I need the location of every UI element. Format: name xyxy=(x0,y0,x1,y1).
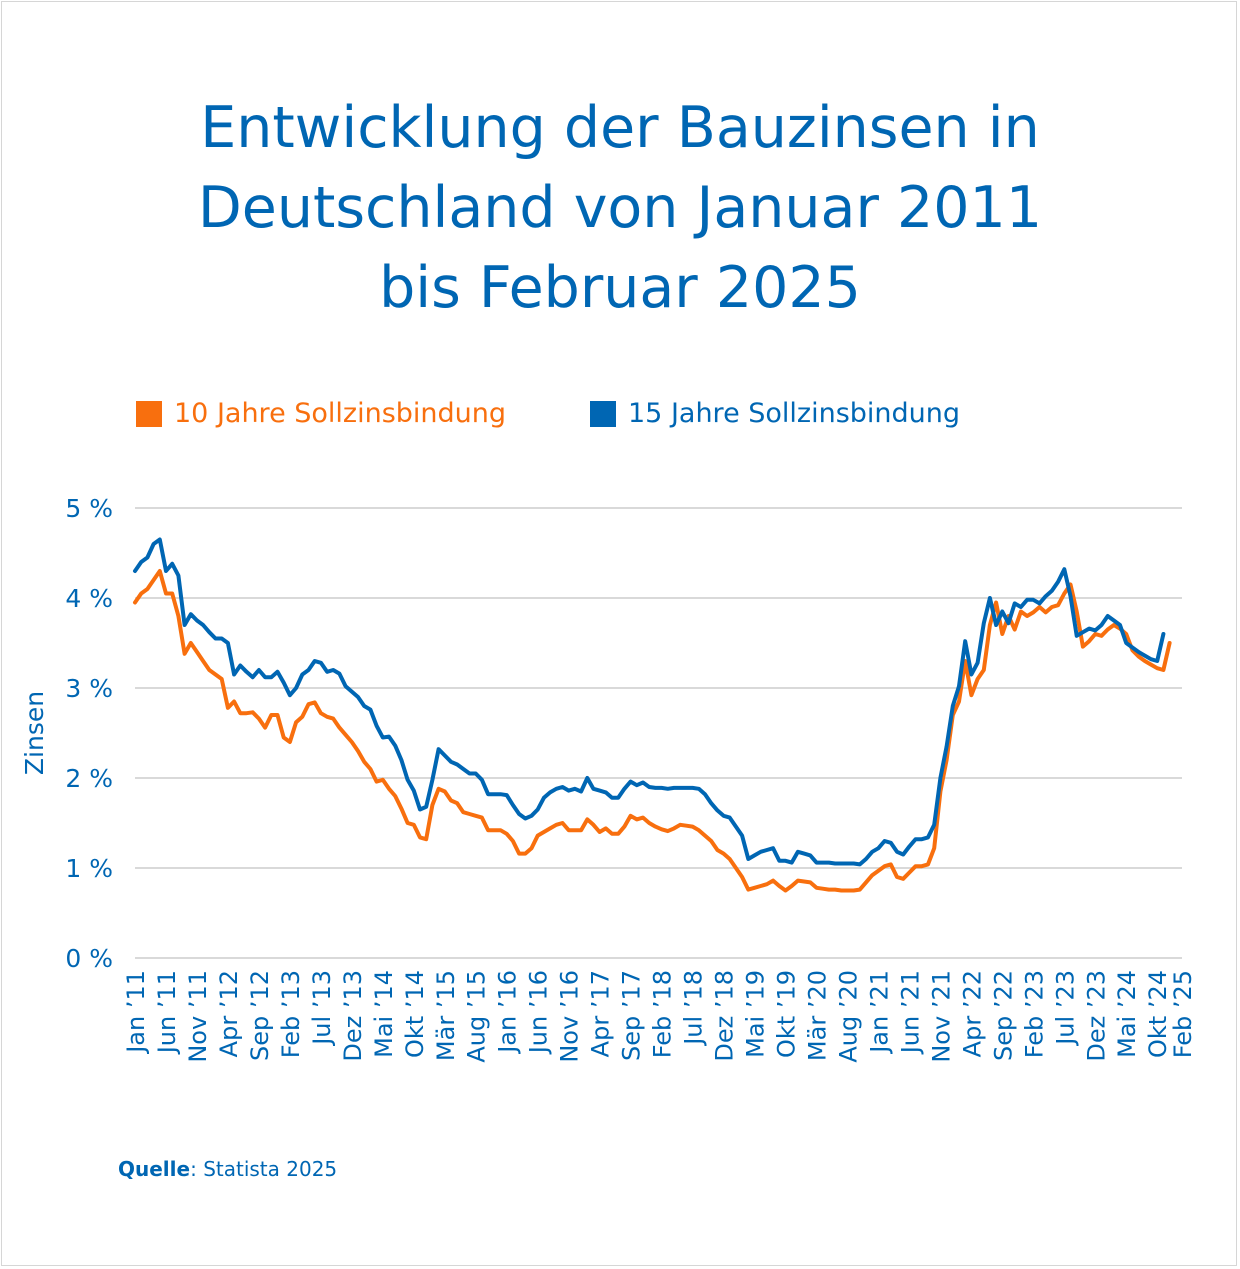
x-tick-label: Jan ’11 xyxy=(122,970,150,1055)
chart-title: Entwicklung der Bauzinsen in Deutschland… xyxy=(0,88,1240,328)
y-tick-label: 0 % xyxy=(65,944,113,973)
x-tick-label: Apr ’17 xyxy=(587,970,615,1057)
x-tick-label: Aug ’15 xyxy=(463,970,491,1063)
x-tick-label: Apr ’12 xyxy=(215,970,243,1057)
x-tick-label: Jun ’11 xyxy=(153,970,181,1055)
x-tick-label: Apr ’22 xyxy=(958,970,986,1057)
x-tick-label: Mai ’14 xyxy=(370,970,398,1058)
source-note: Quelle: Statista 2025 xyxy=(118,1157,337,1181)
x-tick-label: Jun ’16 xyxy=(525,970,553,1055)
x-tick-label: Dez ’18 xyxy=(711,970,739,1062)
x-tick-label: Sep ’12 xyxy=(246,970,274,1061)
x-tick-label: Jan ’16 xyxy=(494,970,522,1055)
legend-item-15-jahre: 15 Jahre Sollzinsbindung xyxy=(590,396,960,432)
title-line-2: Deutschland von Januar 2011 xyxy=(197,175,1043,241)
legend: 10 Jahre Sollzinsbindung 15 Jahre Sollzi… xyxy=(0,396,1240,432)
x-tick-label: Feb ’13 xyxy=(277,970,305,1058)
legend-label-15-jahre: 15 Jahre Sollzinsbindung xyxy=(628,398,961,429)
source-label: Quelle xyxy=(118,1157,191,1181)
x-tick-label: Feb ’25 xyxy=(1169,970,1197,1058)
x-tick-label: Mai ’19 xyxy=(742,970,770,1058)
x-tick-label: Jan ’21 xyxy=(865,970,893,1055)
x-tick-label: Feb ’18 xyxy=(649,970,677,1058)
x-tick-label: Jul ’18 xyxy=(680,970,708,1047)
legend-label-10-jahre: 10 Jahre Sollzinsbindung xyxy=(174,398,507,429)
title-line-3: bis Februar 2025 xyxy=(379,255,861,321)
legend-swatch-orange xyxy=(136,401,162,427)
x-tick-label: Feb ’23 xyxy=(1020,970,1048,1058)
x-tick-label: Dez ’23 xyxy=(1082,970,1110,1062)
y-tick-label: 1 % xyxy=(65,854,113,883)
x-tick-label: Mai ’24 xyxy=(1113,970,1141,1058)
x-tick-label: Mär ’15 xyxy=(432,970,460,1061)
source-text: : Statista 2025 xyxy=(190,1157,338,1181)
legend-item-10-jahre: 10 Jahre Sollzinsbindung xyxy=(136,396,506,432)
series-line-10-jahre xyxy=(133,569,1172,893)
y-tick-label: 5 % xyxy=(65,494,113,523)
x-tick-label: Sep ’22 xyxy=(989,970,1017,1061)
x-tick-label: Nov ’11 xyxy=(184,970,212,1063)
x-tick-label: Nov ’16 xyxy=(556,970,584,1063)
x-tick-label: Dez ’13 xyxy=(339,970,367,1062)
series-line-15-jahre xyxy=(133,537,1166,867)
y-tick-label: 3 % xyxy=(65,674,113,703)
x-tick-label: Jul ’23 xyxy=(1051,970,1079,1047)
x-tick-label: Sep ’17 xyxy=(618,970,646,1061)
x-tick-label: Okt ’14 xyxy=(401,970,429,1058)
title-line-1: Entwicklung der Bauzinsen in xyxy=(200,95,1040,161)
x-tick-label: Aug ’20 xyxy=(834,970,862,1063)
x-tick-label: Okt ’24 xyxy=(1144,970,1172,1058)
legend-swatch-blue xyxy=(590,401,616,427)
y-axis-label: Zinsen xyxy=(20,691,49,775)
y-tick-label: 2 % xyxy=(65,764,113,793)
x-tick-label: Mär ’20 xyxy=(803,970,831,1061)
x-tick-label: Jun ’21 xyxy=(896,970,924,1055)
x-tick-label: Nov ’21 xyxy=(927,970,955,1063)
x-tick-label: Okt ’19 xyxy=(773,970,801,1058)
x-tick-label: Jul ’13 xyxy=(308,970,336,1047)
y-tick-label: 4 % xyxy=(65,584,113,613)
